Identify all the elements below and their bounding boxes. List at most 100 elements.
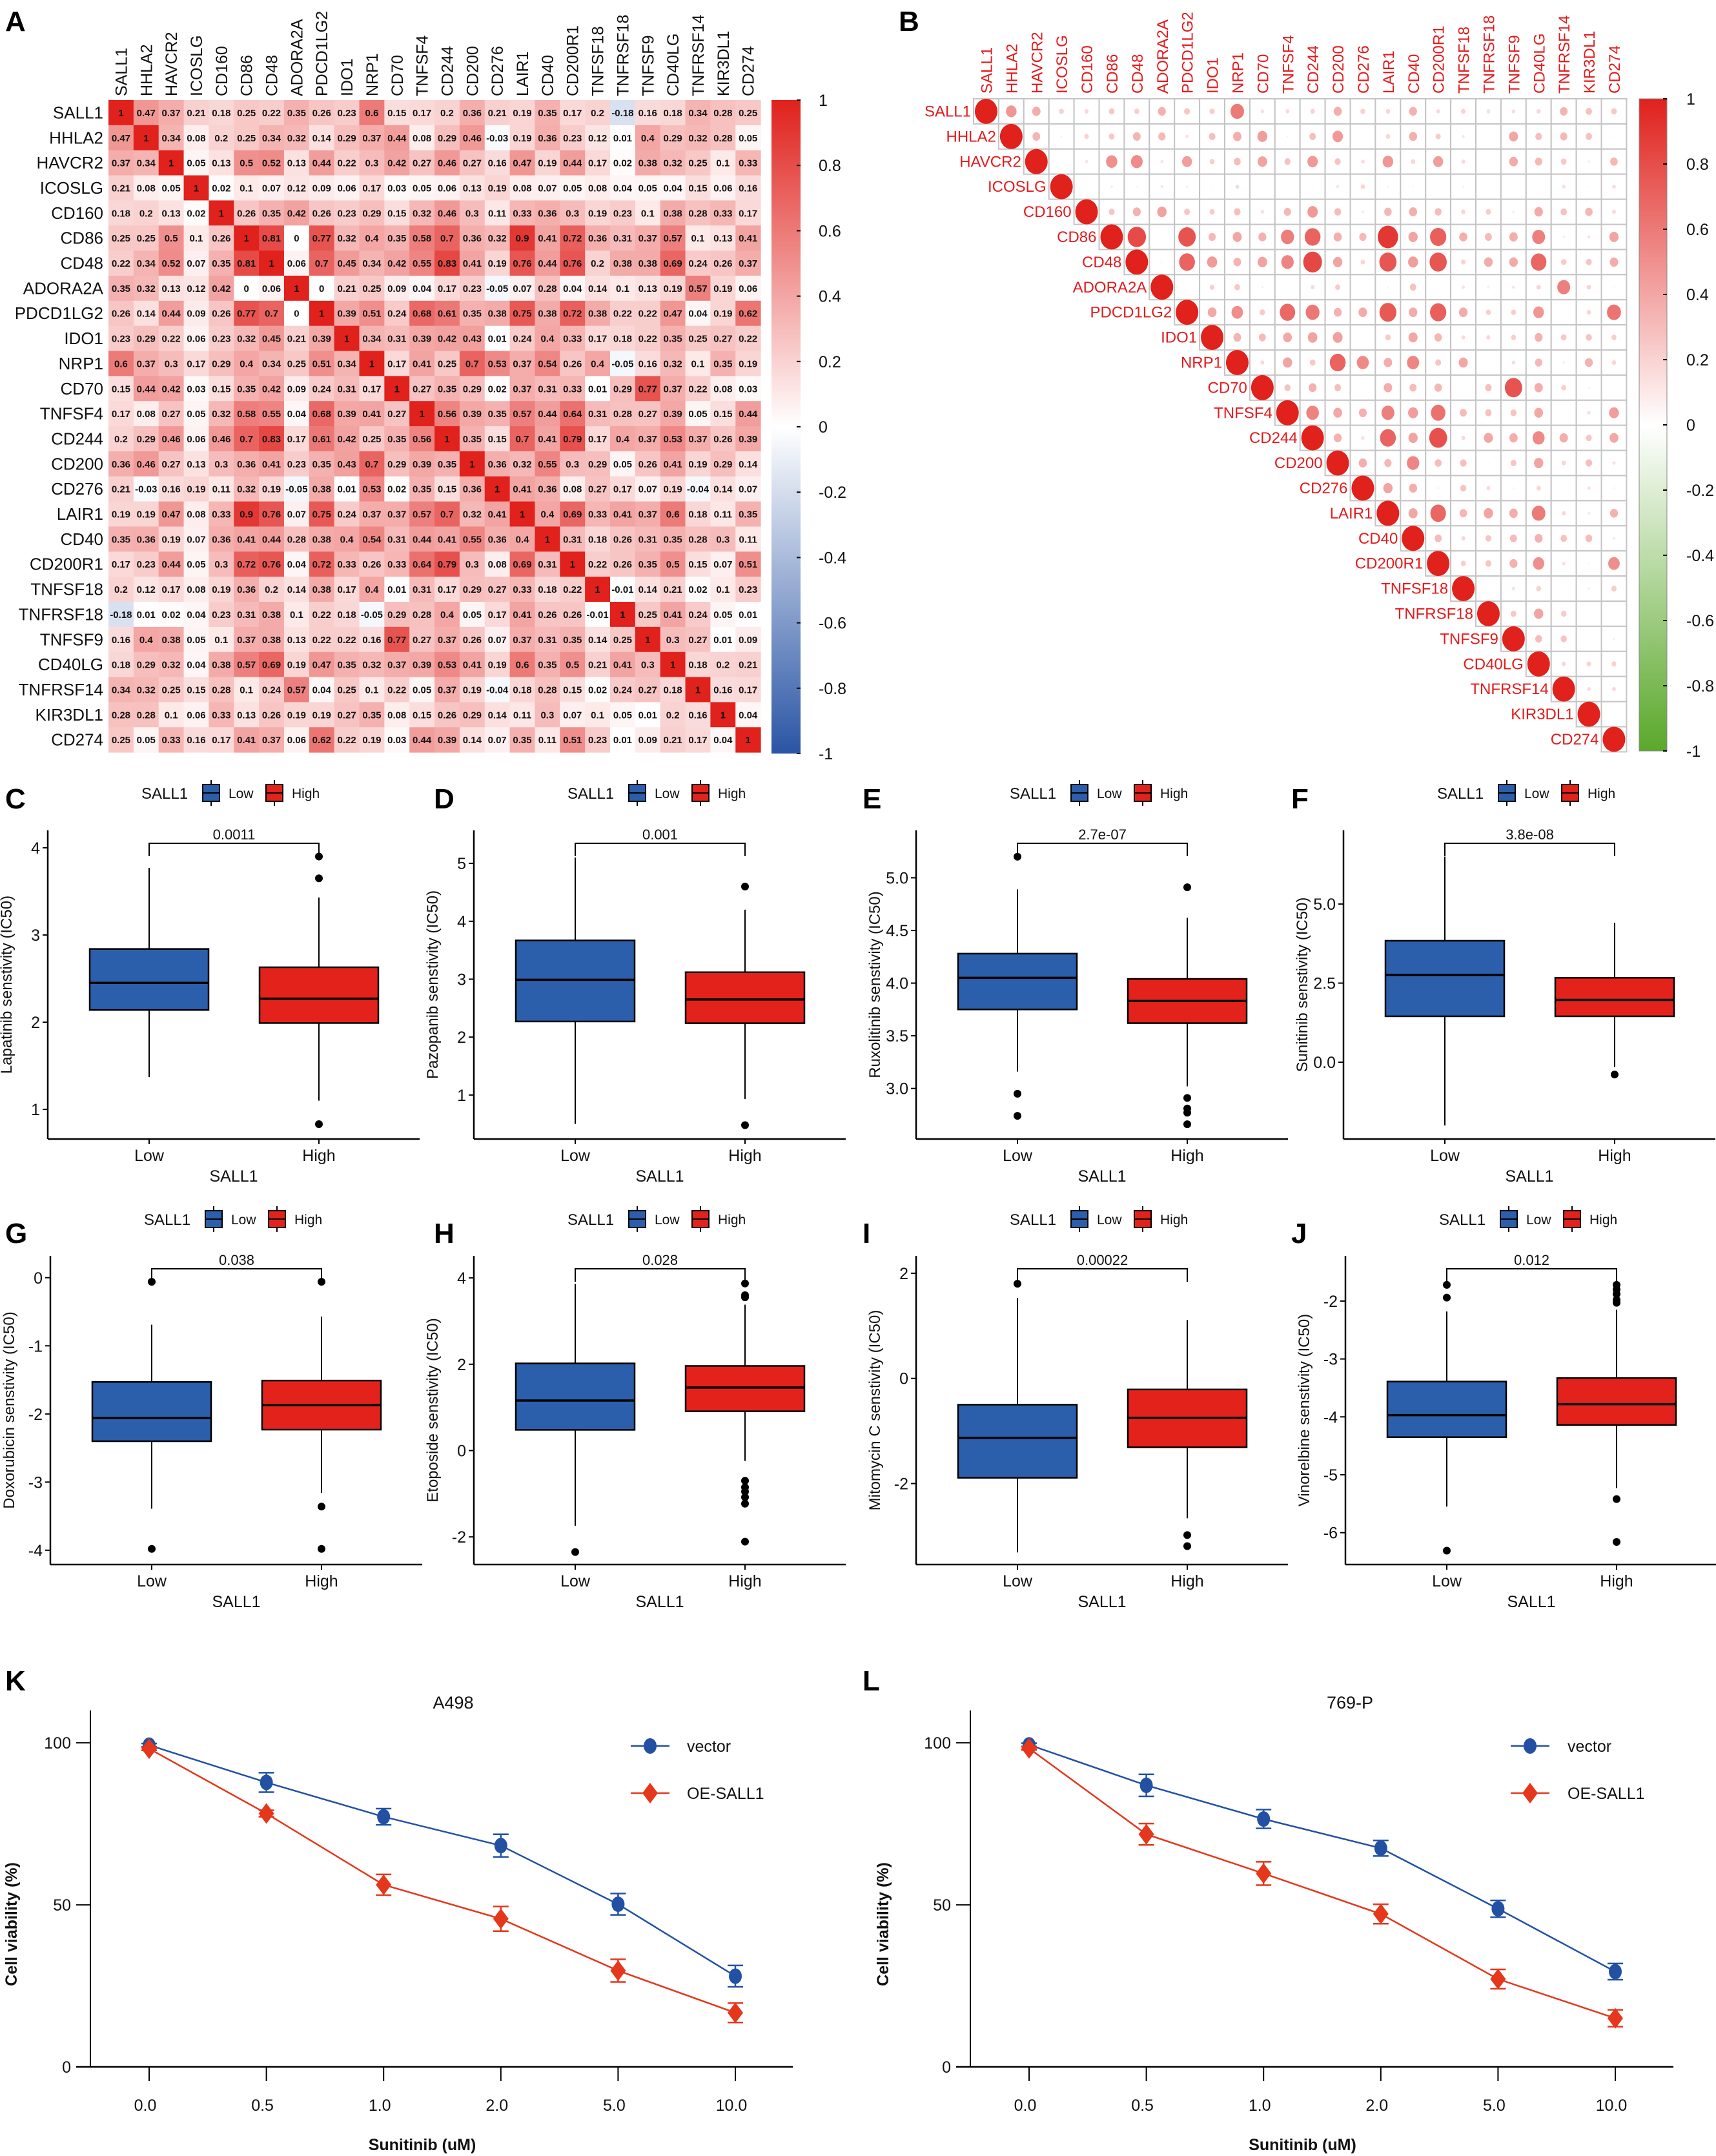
corrplot-dot [999, 123, 1023, 149]
heatmap-cell [459, 401, 485, 427]
heatmap-cell-value: 0.26 [563, 610, 582, 621]
heatmap-cell [735, 501, 761, 527]
heatmap-cell-value: 0.32 [337, 233, 356, 244]
x-tick-label: 5.0 [603, 2097, 626, 2115]
heatmap-cell [283, 300, 310, 327]
heatmap-cell-value: 0.28 [613, 409, 632, 420]
heatmap-cell [459, 300, 485, 327]
heatmap-cell-value: 0.32 [413, 208, 431, 219]
x-tick-label: 0.5 [251, 2097, 274, 2115]
heatmap-cell [359, 702, 385, 728]
heatmap-cell-value: 0.38 [664, 208, 682, 219]
heatmap-cell [283, 501, 310, 527]
corrplot-dot [1609, 407, 1619, 418]
x-tick-label: 0.0 [1014, 2097, 1037, 2115]
heatmap-cell [434, 426, 460, 452]
corrplot-dot [1409, 207, 1418, 217]
heatmap-cell [635, 626, 661, 653]
heatmap-cell [710, 225, 736, 251]
heatmap-cell [660, 401, 686, 427]
y-tick-label: 0 [34, 1269, 43, 1288]
heatmap-cell-value: 0.29 [463, 584, 482, 595]
corrplot-dot [1333, 256, 1343, 267]
heatmap-cell-value: 0.05 [187, 409, 205, 420]
data-point [1257, 1811, 1271, 1827]
legend-label: Low [1097, 786, 1122, 801]
heatmap-row-label: KIR3DL1 [36, 705, 104, 724]
heatmap-cell [359, 351, 385, 376]
corrplot-dot [1560, 259, 1567, 265]
corrplot-dot [1225, 350, 1249, 375]
corrplot-row-label: CD200 [1274, 455, 1323, 472]
corrplot-row-label: SALL1 [924, 103, 971, 120]
heatmap-cell [133, 251, 159, 276]
heatmap-cell [710, 476, 736, 502]
corrplot-dot [1433, 156, 1444, 167]
corrplot-b: SALL1SALL1HHLA2HHLA2HAVCR2HAVCR2ICOSLGIC… [924, 12, 1714, 761]
x-tick-label: Low [1432, 1572, 1462, 1590]
x-tick-label: 2.0 [485, 2097, 508, 2115]
heatmap-cell-value: 0 [244, 283, 249, 294]
heatmap-cell [183, 225, 209, 251]
colorbar-tick-label: -0.4 [819, 549, 846, 567]
heatmap-cell [610, 376, 636, 402]
corrplot-dot [1435, 534, 1442, 542]
heatmap-cell [735, 300, 761, 327]
heatmap-cell-value: 0.19 [488, 660, 507, 671]
heatmap-cell-value: 0.3 [365, 158, 378, 169]
heatmap-cell [359, 727, 385, 753]
heatmap-cell-value: 0.16 [713, 684, 732, 695]
corrplot-dot [1560, 535, 1568, 542]
heatmap-cell [409, 602, 435, 628]
box-high [258, 966, 380, 1024]
heatmap-cell [685, 476, 711, 502]
outlier-point [315, 874, 323, 883]
heatmap-cell [359, 652, 385, 678]
corrplot-dot [1488, 161, 1489, 162]
corrplot-cell [1174, 274, 1201, 301]
heatmap-cell [359, 125, 385, 151]
heatmap-cell [108, 476, 134, 502]
corrplot-dot [1231, 305, 1243, 319]
corrplot-dot [1362, 210, 1364, 214]
heatmap-cell-value: 0.26 [312, 108, 331, 119]
heatmap-cell-value: 0.01 [488, 334, 507, 345]
box-low [1386, 1381, 1507, 1438]
heatmap-row-label: CD244 [51, 429, 103, 448]
heatmap-cell [735, 451, 761, 477]
heatmap-cell-value: 0.17 [438, 283, 456, 294]
heatmap-cell [108, 551, 134, 577]
heatmap-cell-value: 0.47 [137, 108, 156, 119]
x-tick-label: 2.0 [1365, 2097, 1388, 2115]
heatmap-cell [635, 351, 661, 376]
heatmap-cell [535, 602, 560, 628]
heatmap-cell [434, 351, 460, 376]
corrplot-dot [1150, 274, 1174, 300]
y-tick-label: 2 [899, 1265, 908, 1283]
corrplot-dot [1437, 487, 1440, 489]
heatmap-cell [610, 200, 636, 226]
heatmap-cell-value: 0.16 [739, 183, 757, 194]
x-tick-label: High [302, 1147, 335, 1165]
corrplot-dot [1511, 309, 1517, 315]
heatmap-cell-value: 0.07 [262, 183, 281, 194]
heatmap-cell-value: 0.33 [387, 559, 406, 570]
p-value: 0.0011 [213, 826, 256, 843]
heatmap-cell-value: 0.39 [337, 409, 356, 420]
heatmap-cell [359, 275, 385, 302]
heatmap-cell [535, 125, 560, 151]
heatmap-cell [434, 702, 460, 728]
data-point [1021, 1738, 1037, 1759]
heatmap-cell [409, 376, 435, 402]
heatmap-col-label: IDO1 [338, 59, 356, 96]
heatmap-cell [685, 677, 711, 703]
heatmap-cell-value: 0.55 [262, 409, 281, 420]
heatmap-cell [384, 300, 410, 327]
heatmap-cell [560, 451, 586, 477]
heatmap-cell [158, 501, 185, 527]
heatmap-cell-value: 0.83 [262, 434, 281, 445]
y-tick-label: 100 [924, 1734, 951, 1752]
heatmap-cell [259, 325, 285, 351]
heatmap-cell [610, 175, 636, 201]
corrplot-dot [1385, 108, 1391, 114]
